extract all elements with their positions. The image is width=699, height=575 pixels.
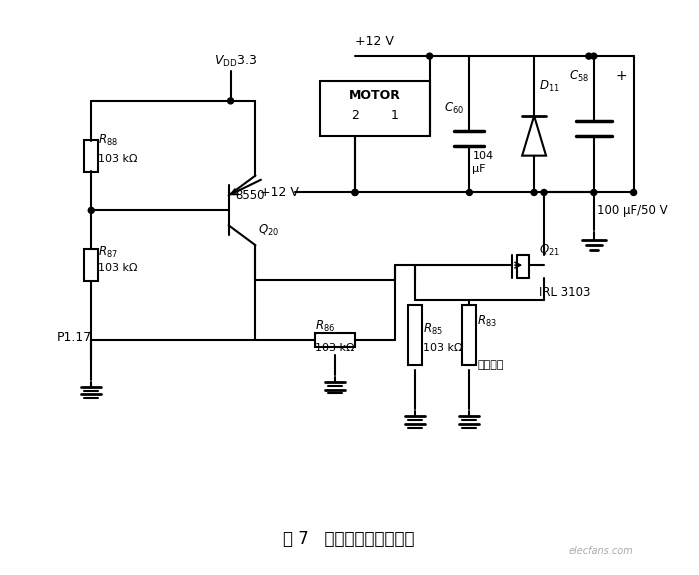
Text: IRL 3103: IRL 3103 [539, 286, 591, 300]
Bar [85, 140, 99, 171]
Circle shape [591, 190, 597, 196]
Text: 104: 104 [473, 151, 493, 160]
Text: 103 kΩ: 103 kΩ [99, 263, 138, 273]
Text: +12 V: +12 V [355, 35, 394, 48]
Bar [320, 81, 430, 136]
Bar [408, 305, 421, 365]
Circle shape [531, 190, 537, 196]
Bar [85, 249, 99, 281]
Polygon shape [522, 116, 546, 156]
Circle shape [352, 190, 358, 196]
Text: $D_{11}$: $D_{11}$ [539, 78, 560, 94]
Text: μF: μF [473, 163, 486, 174]
Text: $R_{88}$: $R_{88}$ [99, 133, 118, 148]
Text: $Q_{20}$: $Q_{20}$ [259, 223, 280, 238]
Text: $Q_{21}$: $Q_{21}$ [539, 243, 560, 258]
Text: 103 kΩ: 103 kΩ [99, 154, 138, 164]
Text: $R_{85}$: $R_{85}$ [423, 322, 442, 338]
Bar [315, 333, 355, 347]
Text: $C_{60}$: $C_{60}$ [445, 101, 464, 116]
Circle shape [228, 98, 233, 104]
Text: 103 kΩ: 103 kΩ [315, 343, 354, 352]
Text: $C_{58}$: $C_{58}$ [569, 68, 589, 83]
Text: 103 kΩ: 103 kΩ [423, 343, 462, 352]
Bar [463, 305, 477, 365]
Text: P1.17: P1.17 [57, 331, 92, 344]
Circle shape [352, 190, 358, 196]
Text: elecfans.com: elecfans.com [569, 546, 633, 555]
Text: $V_{\rm DD}$3.3: $V_{\rm DD}$3.3 [214, 54, 257, 69]
Text: +12 V: +12 V [261, 186, 299, 199]
Circle shape [630, 190, 637, 196]
Text: 2: 2 [351, 109, 359, 122]
Text: +: + [616, 69, 627, 83]
Circle shape [591, 53, 597, 59]
Text: 8550: 8550 [236, 189, 265, 202]
Circle shape [88, 208, 94, 213]
Text: $R_{87}$: $R_{87}$ [99, 244, 118, 260]
Text: 图 7   行走电机驱动电路图: 图 7 行走电机驱动电路图 [283, 530, 415, 548]
Text: $R_{86}$: $R_{86}$ [315, 319, 336, 334]
Text: 100 μF/50 V: 100 μF/50 V [597, 204, 668, 217]
Text: 1: 1 [391, 109, 398, 122]
Circle shape [466, 190, 473, 196]
Circle shape [426, 53, 433, 59]
Circle shape [586, 53, 592, 59]
Circle shape [541, 190, 547, 196]
Text: MOTOR: MOTOR [349, 90, 401, 102]
Text: $R_{83}$: $R_{83}$ [477, 315, 497, 329]
Text: 采样电阻: 采样电阻 [477, 359, 504, 370]
